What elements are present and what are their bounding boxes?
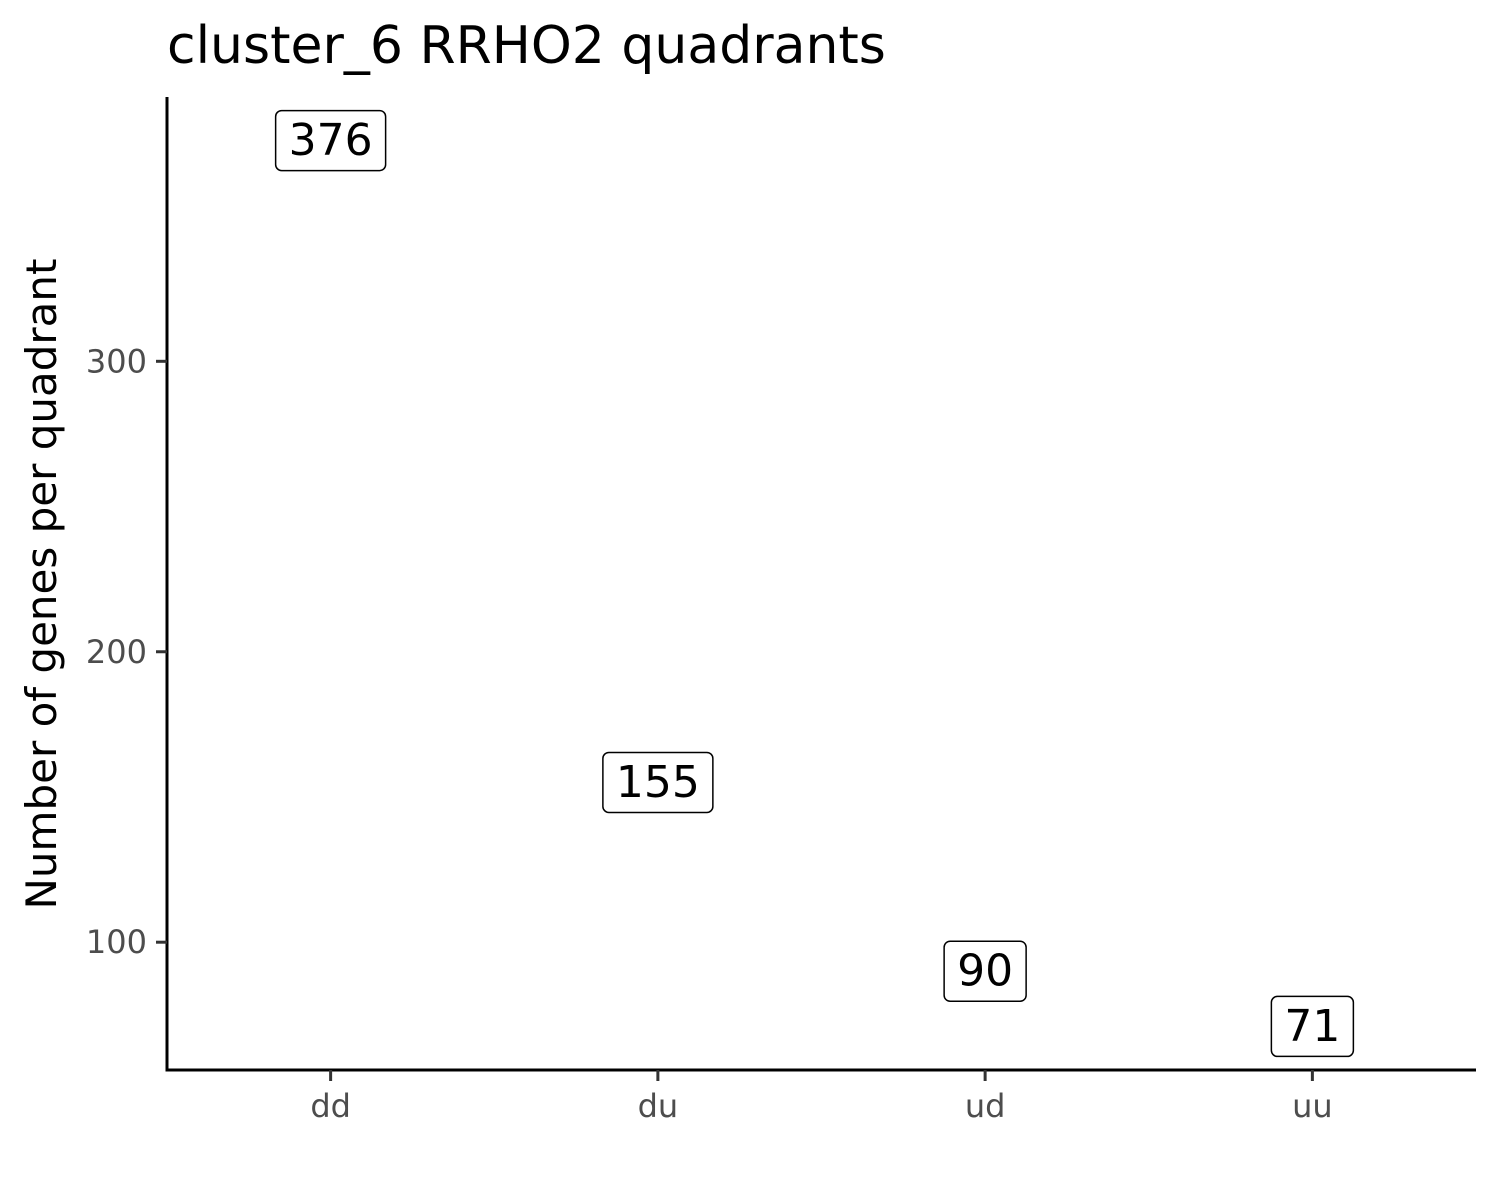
y-tick-label: 200 bbox=[86, 633, 147, 671]
data-label-text: 71 bbox=[1284, 1001, 1340, 1052]
data-label-text: 155 bbox=[616, 757, 700, 808]
data-label: 90 bbox=[943, 940, 1027, 1002]
data-label: 376 bbox=[274, 109, 387, 172]
y-tick-label: 100 bbox=[86, 923, 147, 961]
x-tick-label: dd bbox=[310, 1087, 351, 1125]
data-label-box bbox=[1270, 995, 1355, 1058]
data-label-box bbox=[943, 940, 1027, 1002]
x-tick-label: ud bbox=[965, 1087, 1006, 1125]
data-label-text: 376 bbox=[289, 115, 373, 166]
y-axis-ticks: 100 200 300 bbox=[86, 342, 167, 961]
chart-title: cluster_6 RRHO2 quadrants bbox=[167, 16, 886, 76]
y-tick-label: 300 bbox=[86, 342, 147, 380]
data-label-text: 90 bbox=[957, 946, 1013, 997]
x-tick-label: uu bbox=[1292, 1087, 1333, 1125]
data-labels: 376 155 90 71 bbox=[274, 109, 1355, 1058]
data-label-box bbox=[602, 751, 714, 814]
data-label: 71 bbox=[1270, 995, 1355, 1058]
y-axis-label: Number of genes per quadrant bbox=[17, 259, 66, 910]
data-label-box bbox=[274, 109, 387, 172]
data-label: 155 bbox=[602, 751, 714, 814]
x-axis-ticks: dd du ud uu bbox=[310, 1070, 1333, 1125]
x-tick-label: du bbox=[638, 1087, 679, 1125]
